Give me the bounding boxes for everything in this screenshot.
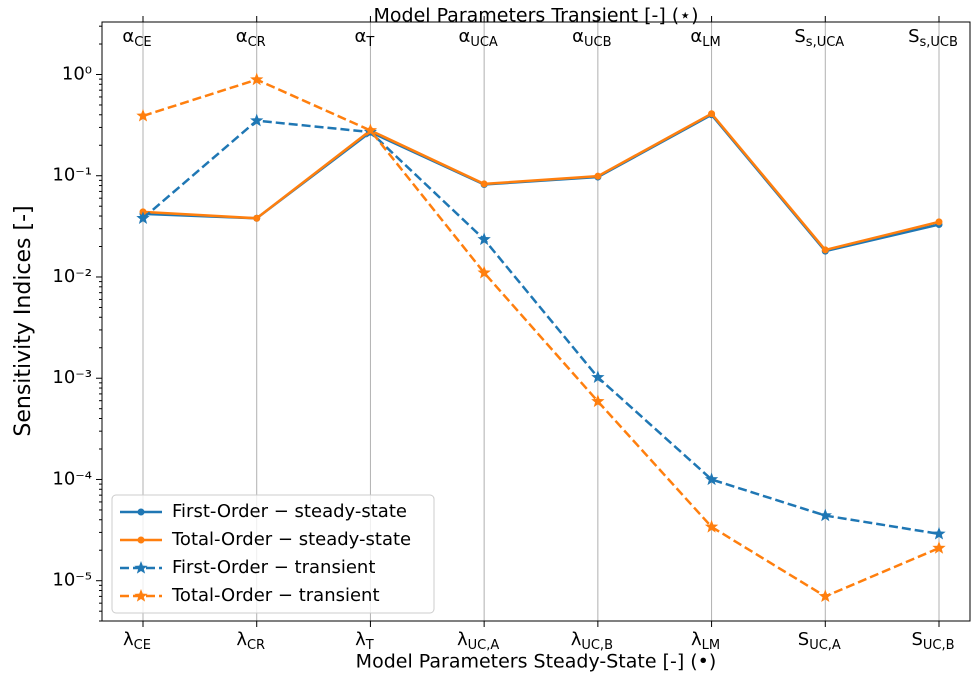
x2-tick-label: Ss,UCB — [908, 26, 958, 50]
series-line — [142, 113, 940, 253]
marker — [250, 72, 264, 86]
marker — [704, 519, 719, 533]
x-tick-label: SUC,B — [911, 629, 954, 653]
marker — [134, 589, 148, 602]
marker — [818, 589, 832, 603]
legend-box — [111, 494, 435, 614]
marker — [134, 561, 148, 574]
series-line — [142, 112, 940, 252]
series-line — [142, 119, 940, 536]
y-axis-label: Sensitivity Indices [-] — [11, 205, 36, 436]
x-tick-label: λT — [355, 629, 374, 653]
marker — [253, 214, 261, 222]
plot-frame — [101, 21, 971, 622]
x-tick-label: SUC,A — [798, 629, 841, 653]
marker — [935, 218, 943, 226]
x2-tick-label: αUCA — [458, 26, 497, 50]
x-tick-label: λUC,B — [571, 629, 613, 653]
y-tick-label: 10⁻⁵ — [52, 570, 92, 591]
marker — [477, 265, 491, 279]
marker — [594, 172, 602, 180]
marker — [591, 370, 605, 384]
bottom-axis-label: Model Parameters Steady-State [-] (•) — [356, 651, 717, 673]
x2-tick-label: αCR — [236, 26, 266, 50]
marker — [477, 232, 491, 246]
top-axis-label: Model Parameters Transient [-] (⋆) — [373, 5, 698, 27]
marker — [363, 123, 378, 137]
x-tick-label: λCR — [236, 629, 265, 653]
marker — [821, 246, 829, 254]
legend-label: First-Order − steady-state — [172, 501, 407, 522]
marker — [932, 526, 946, 540]
x-tick-label: λLM — [691, 629, 720, 653]
x2-tick-label: Ss,UCA — [794, 26, 844, 50]
y-tick-label: 10⁻¹ — [52, 165, 92, 186]
x-tick-label: λCE — [123, 629, 151, 653]
y-tick-label: 10⁰ — [62, 63, 92, 84]
marker — [704, 472, 719, 486]
marker — [932, 541, 946, 554]
legend-label: Total-Order − steady-state — [171, 529, 411, 550]
legend-label: Total-Order − transient — [171, 585, 380, 606]
marker — [708, 110, 716, 118]
series-line — [142, 78, 940, 598]
marker — [136, 211, 150, 224]
x2-tick-label: αUCB — [572, 26, 611, 50]
marker — [250, 113, 264, 127]
y-tick-label: 10⁻³ — [52, 367, 92, 388]
x2-tick-label: αT — [355, 26, 375, 50]
marker — [137, 536, 145, 544]
marker — [591, 394, 605, 408]
marker — [480, 180, 488, 188]
legend-label: First-Order − transient — [172, 557, 375, 578]
x2-tick-label: αLM — [690, 26, 720, 50]
marker — [137, 508, 145, 516]
x-tick-label: λUC,A — [457, 629, 499, 653]
marker — [136, 108, 150, 122]
y-tick-label: 10⁻² — [52, 266, 92, 287]
y-tick-label: 10⁻⁴ — [52, 468, 92, 489]
x2-tick-label: αCE — [122, 26, 151, 50]
marker — [818, 508, 832, 522]
